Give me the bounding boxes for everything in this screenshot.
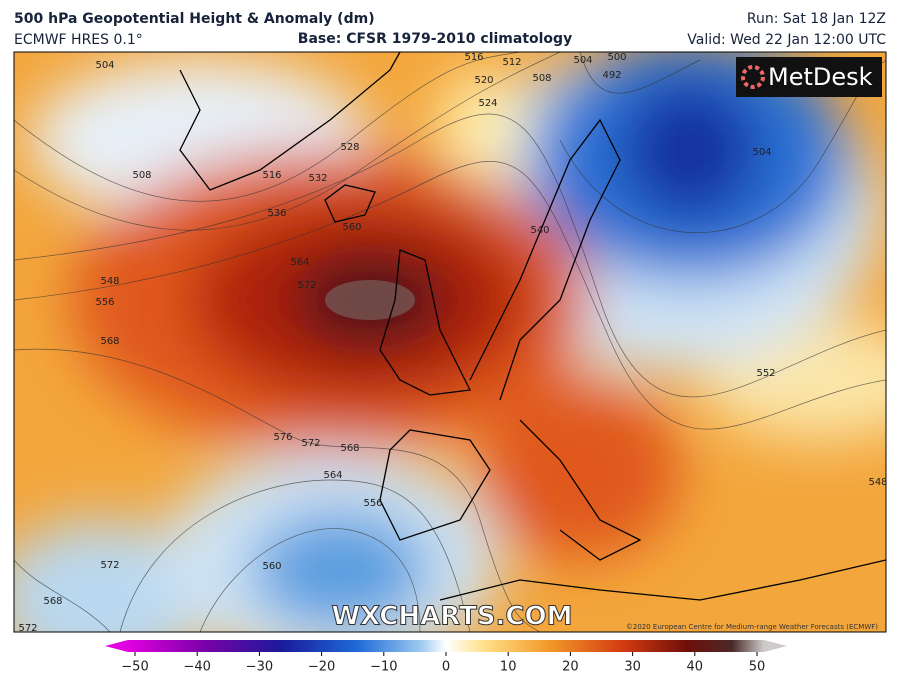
contour-label: 548 — [868, 477, 887, 488]
colorbar-low-arrow — [105, 640, 128, 652]
model: ECMWF HRES 0.1° — [14, 32, 143, 48]
contour-label: 560 — [342, 222, 361, 233]
colorbar-tick-label: 20 — [562, 660, 579, 675]
contour-label: 572 — [18, 623, 37, 634]
contour-label: 492 — [602, 70, 621, 81]
colorbar-tick-label: −10 — [370, 660, 397, 675]
base: Base: CFSR 1979-2010 climatology — [298, 31, 572, 47]
contour-label: 556 — [363, 498, 382, 509]
contour-label: 504 — [752, 147, 771, 158]
map: MetDesk WXCHARTS.COM ©2020 European Cent… — [14, 52, 887, 634]
contour-label: 576 — [273, 432, 292, 443]
title: 500 hPa Geopotential Height & Anomaly (d… — [14, 11, 375, 27]
contour-label: 532 — [308, 173, 327, 184]
contour-label: 564 — [323, 470, 342, 481]
contour-label: 568 — [100, 336, 119, 347]
contour-label: 572 — [100, 560, 119, 571]
contour-label: 572 — [301, 438, 320, 449]
watermark: WXCHARTS.COM — [331, 602, 572, 632]
colorbar-tick-label: −30 — [246, 660, 273, 675]
contour-label: 568 — [43, 596, 62, 607]
contour-label: 536 — [267, 208, 286, 219]
logo-box — [736, 57, 882, 97]
colorbar-tick-label: −50 — [121, 660, 148, 675]
colorbar-tick-label: 0 — [442, 660, 450, 675]
colorbar-tick-label: 40 — [687, 660, 704, 675]
contour-label: 500 — [607, 52, 626, 63]
colorbar-tick-label: 50 — [749, 660, 766, 675]
colorbar-tick-label: 10 — [500, 660, 517, 675]
contour-label: 520 — [474, 75, 493, 86]
colorbar-tick-label: −20 — [308, 660, 335, 675]
logo: MetDesk — [768, 63, 873, 91]
colorbar-tick-label: −40 — [183, 660, 210, 675]
copyright: ©2020 European Centre for Medium-range W… — [626, 623, 878, 631]
contour-label: 564 — [290, 257, 309, 268]
contour-label: 504 — [573, 55, 592, 66]
colorbar-tick-label: 30 — [624, 660, 641, 675]
contour-label: 556 — [95, 297, 114, 308]
logo-icon — [741, 65, 765, 89]
contour-label: 572 — [297, 280, 316, 291]
contour-label: 528 — [340, 142, 359, 153]
contour-label: 548 — [100, 276, 119, 287]
colorbar — [128, 640, 764, 652]
contour-label: 512 — [502, 57, 521, 68]
valid: Valid: Wed 22 Jan 12:00 UTC — [687, 32, 886, 48]
map-frame — [13, 51, 887, 633]
contour-label: 568 — [340, 443, 359, 454]
colorbar-high-arrow — [764, 640, 787, 652]
contour-label: 504 — [95, 60, 114, 71]
contour-label: 552 — [756, 368, 775, 379]
contour-label: 516 — [262, 170, 281, 181]
contour-label: 524 — [478, 98, 497, 109]
contour-label: 508 — [132, 170, 151, 181]
contour-label: 516 — [464, 52, 483, 63]
contour-label: 540 — [530, 225, 549, 236]
contour-label: 508 — [532, 73, 551, 84]
run: Run: Sat 18 Jan 12Z — [747, 11, 886, 27]
contour-label: 560 — [262, 561, 281, 572]
